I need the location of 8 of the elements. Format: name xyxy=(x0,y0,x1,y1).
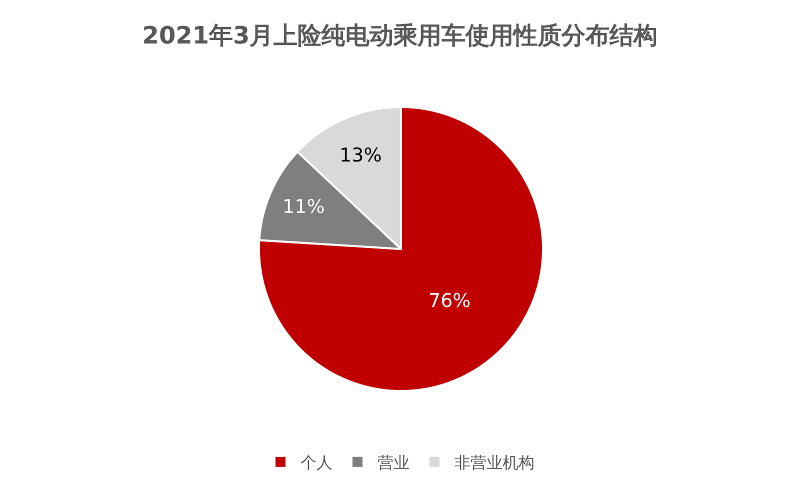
legend-label: 营业 xyxy=(378,453,410,472)
legend-label: 个人 xyxy=(300,453,332,472)
chart-title: 2021年3月上险纯电动乘用车使用性质分布结构 xyxy=(142,21,658,50)
data-label: 76% xyxy=(428,290,471,312)
data-label: 13% xyxy=(340,144,382,167)
legend-label: 非营业机构 xyxy=(454,453,534,472)
data-label: 11% xyxy=(282,196,325,218)
pie-slice xyxy=(258,106,544,392)
